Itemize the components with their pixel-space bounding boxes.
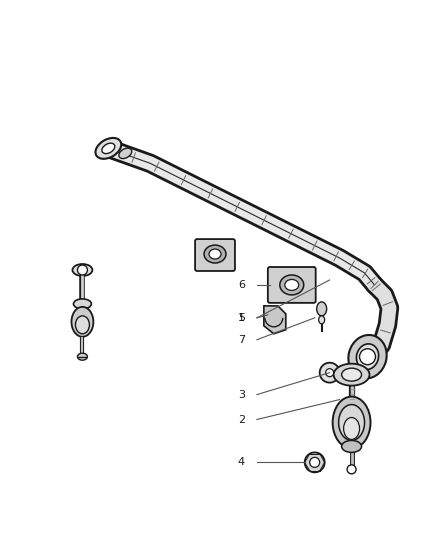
Ellipse shape (72, 264, 92, 276)
Text: 5: 5 (238, 313, 245, 323)
Ellipse shape (357, 344, 378, 369)
Ellipse shape (342, 440, 361, 453)
Ellipse shape (334, 364, 370, 385)
Circle shape (320, 362, 339, 383)
Circle shape (78, 265, 88, 275)
Circle shape (360, 349, 375, 365)
Text: 2: 2 (238, 415, 245, 424)
Ellipse shape (71, 307, 93, 337)
Ellipse shape (285, 279, 299, 290)
Ellipse shape (319, 316, 325, 324)
Circle shape (326, 369, 334, 377)
Ellipse shape (339, 405, 364, 440)
FancyBboxPatch shape (195, 239, 235, 271)
Circle shape (310, 457, 320, 467)
Ellipse shape (348, 335, 387, 378)
Ellipse shape (209, 249, 221, 259)
Polygon shape (264, 306, 286, 334)
Ellipse shape (204, 245, 226, 263)
Ellipse shape (280, 275, 304, 295)
Circle shape (347, 465, 356, 474)
Ellipse shape (119, 148, 132, 159)
FancyBboxPatch shape (268, 267, 316, 303)
Ellipse shape (343, 417, 360, 439)
Ellipse shape (95, 138, 121, 159)
Text: 7: 7 (238, 335, 245, 345)
Text: 1: 1 (238, 313, 245, 323)
Ellipse shape (342, 368, 361, 381)
Text: 6: 6 (238, 280, 245, 290)
Ellipse shape (74, 299, 92, 309)
Ellipse shape (78, 353, 88, 360)
Ellipse shape (102, 143, 115, 154)
Circle shape (305, 453, 325, 472)
Ellipse shape (332, 397, 371, 448)
Ellipse shape (317, 302, 327, 316)
Ellipse shape (75, 316, 89, 334)
Text: 3: 3 (238, 390, 245, 400)
Text: 4: 4 (238, 457, 245, 467)
